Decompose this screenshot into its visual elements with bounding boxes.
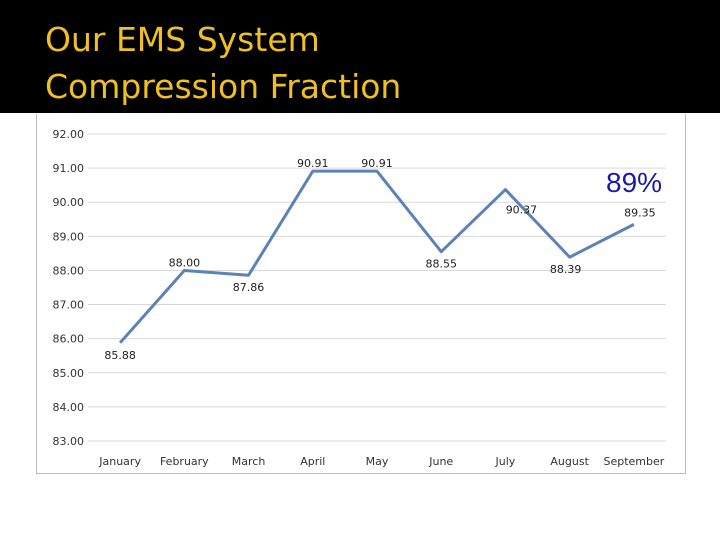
- y-tick-label: 86.00: [53, 333, 85, 346]
- data-label: 90.37: [506, 204, 538, 217]
- data-label: 88.55: [425, 258, 457, 271]
- slide-header: Our EMS System Compression Fraction: [0, 0, 720, 113]
- data-label: 87.86: [233, 281, 265, 294]
- x-tick-label: February: [160, 455, 209, 468]
- y-tick-label: 90.00: [53, 196, 85, 209]
- x-tick-label: August: [550, 455, 589, 468]
- y-tick-label: 88.00: [53, 264, 85, 277]
- y-tick-label: 91.00: [53, 162, 85, 175]
- y-axis-ticks: 83.00 84.00 85.00 86.00 87.00 88.00 89.00 90.00…: [53, 128, 85, 448]
- y-tick-label: 83.00: [53, 435, 85, 448]
- series-line: [118, 169, 635, 344]
- gridlines: [88, 133, 666, 442]
- data-label: 88.39: [550, 263, 582, 276]
- x-tick-label: January: [98, 455, 141, 468]
- x-tick-label: June: [428, 455, 453, 468]
- x-tick-label: March: [232, 455, 266, 468]
- data-label: 89.35: [624, 206, 656, 219]
- y-tick-label: 89.00: [53, 230, 85, 243]
- x-tick-label: April: [300, 455, 325, 468]
- data-label: 85.88: [104, 349, 136, 362]
- data-label: 90.91: [297, 157, 329, 170]
- y-tick-label: 84.00: [53, 401, 85, 414]
- data-labels: 85.88 88.00 87.86 90.91 90.91 88.55 90.37 88.39…: [104, 157, 655, 362]
- y-tick-label: 92.00: [53, 128, 85, 141]
- x-tick-label: May: [366, 455, 389, 468]
- slide-title-line-2: Compression Fraction: [45, 67, 402, 106]
- x-tick-label: September: [603, 455, 664, 468]
- y-tick-label: 85.00: [53, 367, 85, 380]
- data-label: 88.00: [169, 256, 201, 269]
- chart-frame: [36, 114, 686, 474]
- data-label: 90.91: [361, 157, 393, 170]
- slide-title-line-1: Our EMS System: [45, 20, 320, 59]
- x-axis-ticks: January February March April May June July Augu…: [98, 455, 665, 468]
- x-tick-label: July: [495, 455, 516, 468]
- callout-text: 89%: [606, 167, 663, 198]
- y-tick-label: 87.00: [53, 299, 85, 312]
